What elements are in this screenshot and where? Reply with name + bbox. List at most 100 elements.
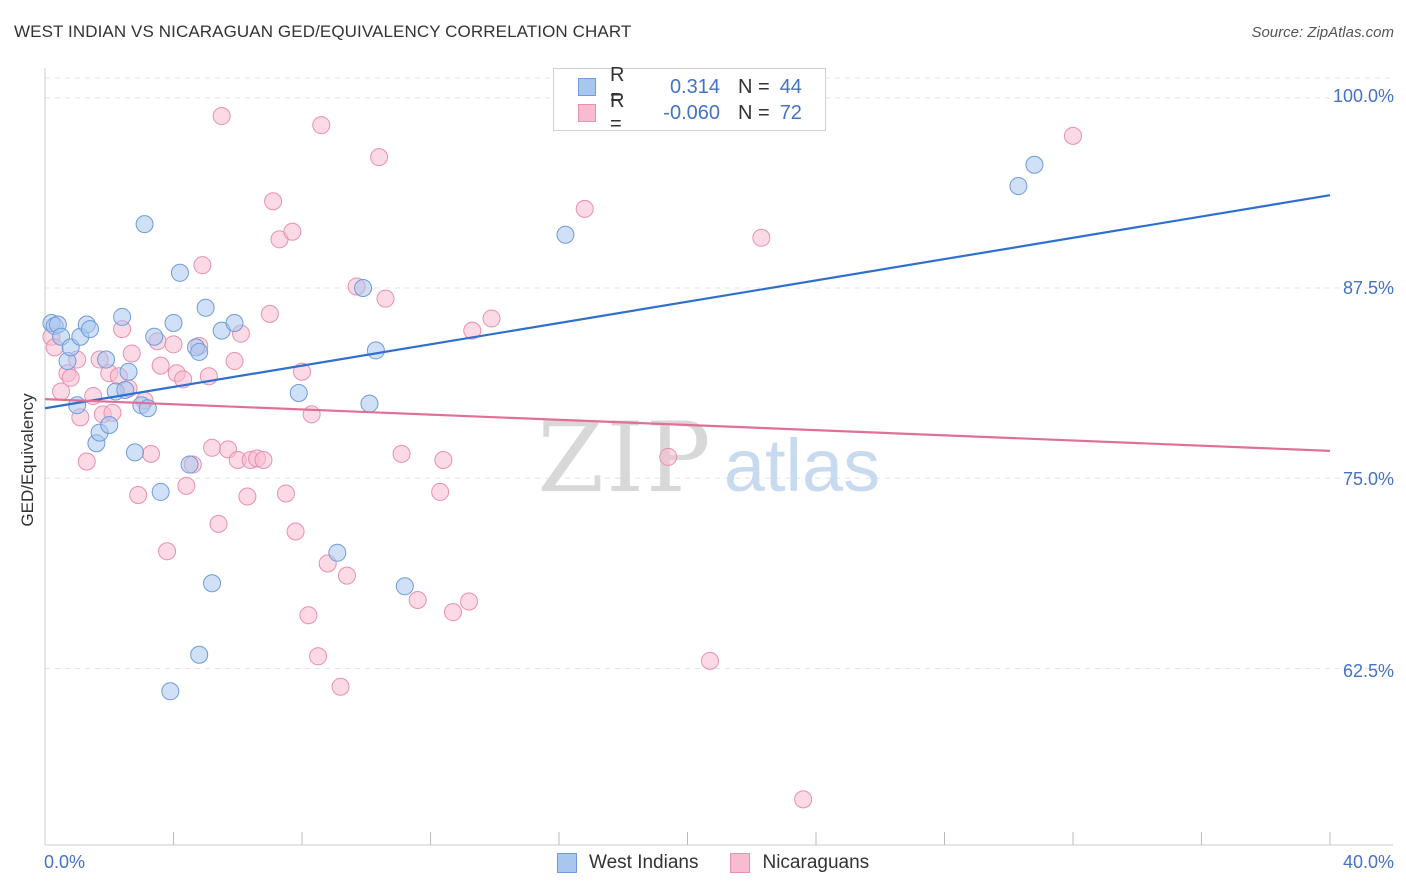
nicaraguans-point bbox=[392, 444, 411, 463]
nicaraguans-point bbox=[129, 485, 148, 504]
nicaraguans-point bbox=[700, 651, 719, 670]
y-axis-label: GED/Equivalency bbox=[18, 393, 37, 527]
nicaraguans-point bbox=[164, 335, 183, 354]
west-indians-point bbox=[161, 682, 180, 701]
nicaraguans-point bbox=[238, 487, 257, 506]
nicaraguans-point bbox=[212, 107, 231, 126]
nicaraguans-point bbox=[260, 304, 279, 323]
west-indians-point bbox=[151, 482, 170, 501]
nicaraguans-point bbox=[408, 590, 427, 609]
nicaraguans-point bbox=[264, 192, 283, 211]
west-indians-point bbox=[1025, 155, 1044, 174]
x-tick-label-min: 0.0% bbox=[44, 852, 86, 872]
series-west-indians-points bbox=[42, 155, 1044, 701]
x-tick-label-max: 40.0% bbox=[1342, 852, 1394, 872]
west-indians-trend-line bbox=[44, 194, 1331, 410]
legend-n-label: N = bbox=[738, 101, 770, 124]
legend-swatch-pink bbox=[730, 853, 751, 873]
nicaraguans-point bbox=[431, 482, 450, 501]
source-note: Source: ZipAtlas.com bbox=[1251, 24, 1394, 41]
west-indians-point bbox=[125, 443, 144, 462]
nicaraguans-point bbox=[434, 450, 453, 469]
nicaraguans-point bbox=[193, 256, 212, 275]
legend-row-nicaraguans: R = -0.060 N = 72 bbox=[578, 90, 802, 135]
nicaraguans-point bbox=[177, 476, 196, 495]
nicaraguans-point bbox=[752, 228, 771, 247]
west-indians-point bbox=[1009, 177, 1028, 196]
legend-item-nicaraguans: Nicaraguans bbox=[730, 852, 869, 874]
nicaraguans-point bbox=[61, 368, 80, 387]
nicaraguans-point bbox=[659, 447, 678, 466]
legend-r-label: R = bbox=[610, 64, 625, 109]
west-indians-point bbox=[190, 645, 209, 664]
legend-n-value: 44 bbox=[779, 75, 802, 98]
legend-swatch-blue bbox=[578, 78, 596, 96]
nicaraguans-point bbox=[309, 647, 328, 666]
nicaraguans-point bbox=[794, 790, 813, 809]
west-indians-point bbox=[80, 320, 99, 339]
chart-title: WEST INDIAN VS NICARAGUAN GED/EQUIVALENC… bbox=[14, 22, 632, 41]
trend-lines bbox=[44, 194, 1331, 452]
nicaraguans-point bbox=[312, 116, 331, 135]
west-indians-point bbox=[164, 314, 183, 333]
watermark-atlas: atlas bbox=[724, 424, 880, 507]
nicaraguans-point bbox=[293, 362, 311, 381]
legend-n-label: N = bbox=[738, 75, 770, 98]
y-tick-label: 62.5% bbox=[1342, 661, 1394, 681]
west-indians-point bbox=[119, 362, 138, 381]
nicaraguans-point bbox=[443, 603, 462, 622]
watermark: ZIP atlas bbox=[537, 402, 880, 514]
west-indians-point bbox=[289, 384, 308, 403]
legend-r-value: -0.060 bbox=[663, 101, 720, 124]
legend-n-value: 72 bbox=[779, 101, 802, 124]
nicaraguans-point bbox=[209, 514, 228, 533]
nicaraguans-point bbox=[299, 606, 318, 625]
y-tick-label: 87.5% bbox=[1342, 278, 1394, 298]
axes bbox=[44, 68, 1393, 846]
nicaraguans-point bbox=[1064, 126, 1082, 145]
nicaraguans-point bbox=[158, 542, 177, 561]
west-indians-point bbox=[225, 314, 244, 333]
legend-swatch-blue bbox=[557, 853, 577, 873]
grid-lines bbox=[45, 77, 1393, 669]
nicaraguans-point bbox=[254, 450, 273, 469]
nicaraguans-point bbox=[460, 592, 479, 611]
legend-label: West Indians bbox=[589, 852, 699, 873]
nicaraguans-point bbox=[286, 522, 305, 541]
y-tick-label: 100.0% bbox=[1332, 86, 1394, 106]
nicaraguans-point bbox=[142, 444, 161, 463]
west-indians-point bbox=[354, 279, 373, 298]
west-indians-point bbox=[113, 307, 132, 326]
nicaraguans-point bbox=[276, 484, 295, 503]
y-tick-label: 75.0% bbox=[1342, 469, 1394, 489]
nicaraguans-point bbox=[463, 321, 482, 340]
nicaraguans-trend-line bbox=[44, 398, 1331, 452]
nicaraguans-point bbox=[376, 289, 395, 308]
stats-legend: R = 0.314 N = 44 R = -0.060 N = 72 bbox=[553, 64, 826, 135]
nicaraguans-point bbox=[122, 344, 141, 363]
nicaraguans-point bbox=[203, 438, 222, 457]
nicaraguans-point bbox=[575, 199, 594, 218]
nicaraguans-point bbox=[77, 452, 96, 471]
west-indians-point bbox=[180, 455, 199, 474]
series-legend: West Indians Nicaraguans bbox=[557, 852, 901, 874]
nicaraguans-point bbox=[337, 566, 356, 585]
west-indians-point bbox=[100, 415, 119, 434]
west-indians-point bbox=[366, 341, 385, 360]
nicaraguans-point bbox=[151, 356, 170, 375]
west-indians-point bbox=[360, 394, 379, 413]
nicaraguans-point bbox=[283, 222, 302, 241]
west-indians-point bbox=[556, 225, 575, 244]
legend-item-west-indians: West Indians bbox=[557, 852, 698, 874]
legend-label: Nicaraguans bbox=[762, 852, 870, 873]
legend-swatch-pink bbox=[578, 104, 596, 122]
west-indians-point bbox=[170, 263, 189, 282]
nicaraguans-point bbox=[370, 148, 389, 167]
nicaraguans-point bbox=[482, 309, 501, 328]
nicaraguans-point bbox=[331, 677, 350, 696]
legend-r-label: R = bbox=[610, 90, 625, 135]
legend-r-value: 0.314 bbox=[669, 75, 720, 98]
west-indians-point bbox=[196, 298, 215, 317]
west-indians-point bbox=[395, 577, 414, 596]
